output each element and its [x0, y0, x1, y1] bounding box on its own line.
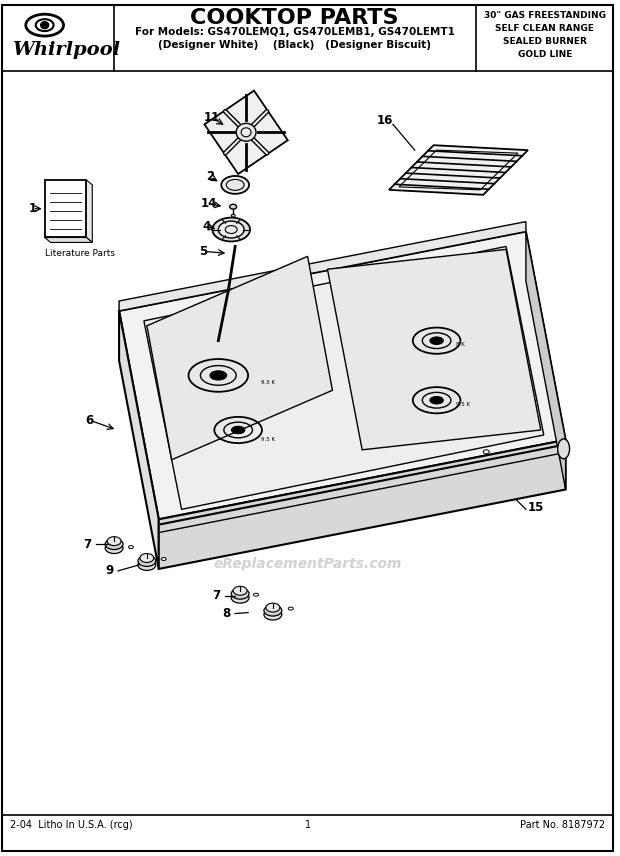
Text: 7: 7 [212, 589, 220, 603]
Text: Literature Parts: Literature Parts [45, 249, 115, 259]
Ellipse shape [241, 128, 251, 137]
Ellipse shape [483, 450, 489, 454]
Polygon shape [389, 146, 528, 195]
Text: GOLD LINE: GOLD LINE [518, 50, 572, 59]
Polygon shape [119, 231, 565, 520]
Ellipse shape [41, 21, 48, 28]
Text: 5: 5 [199, 245, 208, 258]
Ellipse shape [210, 371, 227, 380]
Polygon shape [526, 231, 565, 490]
Text: 9.5 K: 9.5 K [261, 380, 275, 385]
Text: 6: 6 [85, 413, 94, 426]
Ellipse shape [236, 123, 256, 141]
Ellipse shape [264, 609, 282, 620]
Text: 8 K: 8 K [456, 342, 465, 348]
Ellipse shape [233, 586, 247, 595]
Ellipse shape [236, 429, 241, 431]
Text: 14: 14 [200, 197, 216, 211]
Text: 2-04  Litho In U.S.A. (rcg): 2-04 Litho In U.S.A. (rcg) [10, 820, 133, 830]
Text: For Models: GS470LEMQ1, GS470LEMB1, GS470LEMT1: For Models: GS470LEMQ1, GS470LEMB1, GS47… [135, 27, 454, 37]
Ellipse shape [140, 554, 154, 562]
Polygon shape [147, 256, 332, 460]
Ellipse shape [288, 607, 293, 610]
Text: 16: 16 [377, 114, 393, 127]
Ellipse shape [434, 339, 439, 342]
Ellipse shape [128, 545, 133, 549]
Ellipse shape [226, 180, 244, 190]
Polygon shape [327, 249, 541, 450]
Ellipse shape [264, 605, 282, 616]
Ellipse shape [105, 538, 123, 550]
Text: 9.5 K: 9.5 K [261, 437, 275, 443]
Ellipse shape [161, 557, 166, 561]
Ellipse shape [430, 396, 443, 404]
Ellipse shape [254, 593, 259, 596]
Ellipse shape [105, 543, 123, 554]
Polygon shape [159, 440, 565, 569]
Ellipse shape [434, 399, 439, 401]
Text: 9.5 K: 9.5 K [456, 401, 471, 407]
Polygon shape [45, 237, 92, 242]
Text: 1: 1 [29, 202, 37, 215]
Text: eReplacementParts.com: eReplacementParts.com [213, 557, 402, 571]
Text: 1: 1 [304, 820, 311, 830]
Text: 15: 15 [528, 501, 544, 514]
Ellipse shape [430, 337, 443, 344]
Text: SEALED BURNER: SEALED BURNER [503, 37, 587, 46]
Ellipse shape [266, 603, 280, 612]
Text: (Designer White)    (Black)   (Designer Biscuit): (Designer White) (Black) (Designer Biscu… [158, 40, 432, 50]
Text: 7: 7 [83, 538, 91, 550]
Polygon shape [119, 311, 159, 569]
Text: Part No. 8187972: Part No. 8187972 [520, 820, 605, 830]
Polygon shape [144, 247, 544, 509]
Ellipse shape [138, 556, 156, 567]
Text: 4: 4 [202, 220, 211, 233]
Ellipse shape [231, 214, 235, 217]
Ellipse shape [231, 588, 249, 599]
Polygon shape [86, 180, 92, 242]
Text: Whirlpool: Whirlpool [12, 41, 120, 59]
Polygon shape [205, 91, 288, 174]
Ellipse shape [225, 226, 237, 234]
Polygon shape [119, 222, 526, 311]
Text: 30" GAS FREESTANDING: 30" GAS FREESTANDING [484, 11, 606, 21]
Ellipse shape [218, 221, 244, 238]
Polygon shape [45, 180, 86, 237]
Ellipse shape [557, 439, 570, 459]
Text: 9: 9 [105, 564, 113, 578]
Ellipse shape [221, 176, 249, 193]
Ellipse shape [138, 560, 156, 570]
Ellipse shape [231, 426, 245, 434]
Ellipse shape [107, 537, 121, 545]
Ellipse shape [216, 374, 221, 377]
Ellipse shape [213, 217, 250, 241]
Text: COOKTOP PARTS: COOKTOP PARTS [190, 9, 399, 28]
Text: SELF CLEAN RANGE: SELF CLEAN RANGE [495, 24, 594, 33]
Text: 8: 8 [222, 607, 231, 620]
Text: 11: 11 [203, 111, 219, 124]
Text: 2: 2 [206, 170, 215, 183]
Ellipse shape [231, 592, 249, 603]
Ellipse shape [230, 205, 237, 209]
